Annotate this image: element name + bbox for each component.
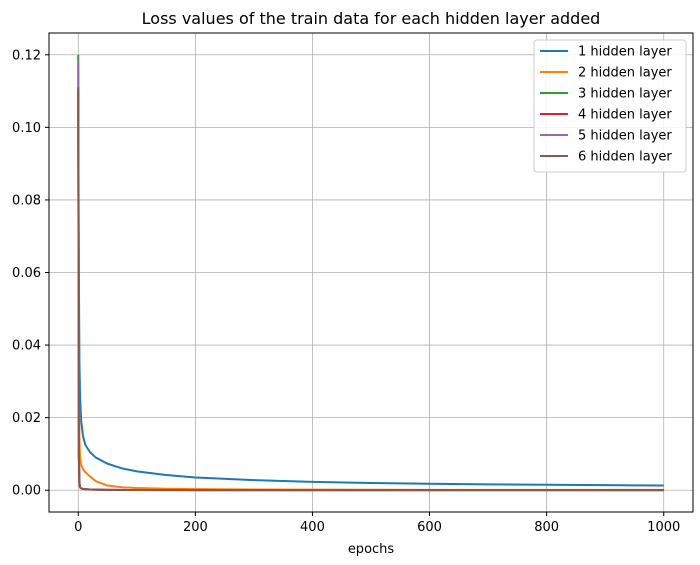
x-tick-label: 200 xyxy=(183,520,208,535)
y-tick-label: 0.04 xyxy=(12,339,41,354)
series-lines xyxy=(77,54,664,492)
x-tick-label: 400 xyxy=(300,520,325,535)
legend-label: 1 hidden layer xyxy=(578,45,672,60)
chart-title: Loss values of the train data for each h… xyxy=(142,9,601,28)
x-tick-label: 0 xyxy=(74,520,82,535)
series-line-6 xyxy=(77,87,664,492)
y-tick-label: 0.10 xyxy=(12,121,41,136)
y-tick-label: 0.06 xyxy=(12,266,41,281)
legend-label: 2 hidden layer xyxy=(578,66,672,81)
x-tick-label: 600 xyxy=(417,520,442,535)
y-tick-label: 0.12 xyxy=(12,48,41,63)
legend-label: 4 hidden layer xyxy=(578,108,672,123)
series-line-1 xyxy=(77,109,664,487)
x-tick-label: 1000 xyxy=(647,520,680,535)
legend-label: 3 hidden layer xyxy=(578,87,672,102)
legend-label: 5 hidden layer xyxy=(578,129,672,144)
legend-box xyxy=(533,39,687,173)
y-tick-label: 0.08 xyxy=(12,193,41,208)
legend-label: 6 hidden layer xyxy=(578,150,672,165)
y-tick-label: 0.02 xyxy=(12,411,41,426)
x-axis-ticks: 0 200 400 600 800 1000 xyxy=(74,512,680,535)
grid xyxy=(49,33,693,512)
legend: 1 hidden layer 2 hidden layer 3 hidden lay… xyxy=(533,39,687,173)
x-tick-label: 800 xyxy=(534,520,559,535)
y-axis-ticks: 0.00 0.02 0.04 0.06 0.08 0.10 0.12 xyxy=(12,48,49,499)
x-axis-label: epochs xyxy=(348,542,395,557)
y-tick-label: 0.00 xyxy=(12,484,41,499)
